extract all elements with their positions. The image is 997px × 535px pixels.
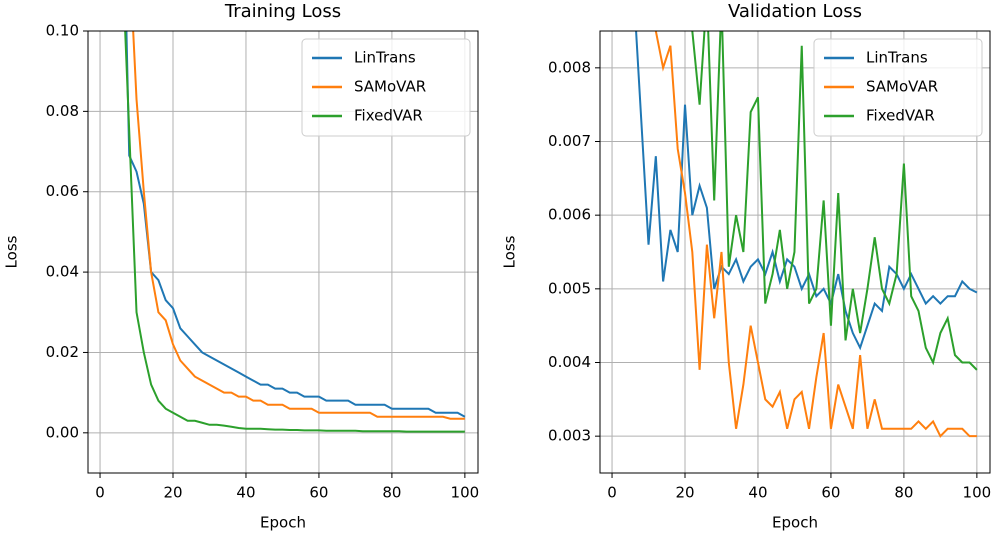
legend-label: SAMoVAR <box>354 78 426 96</box>
y-axis-label: Loss <box>501 235 519 268</box>
y-tick-label: 0.005 <box>548 279 591 297</box>
legend-label: FixedVAR <box>866 107 935 125</box>
x-axis-label: Epoch <box>772 514 818 532</box>
line-series <box>635 31 978 351</box>
x-tick-label: 40 <box>748 484 767 502</box>
y-tick-label: 0.008 <box>548 58 591 76</box>
legend-box <box>301 38 471 137</box>
y-tick-label: 0.006 <box>548 206 591 224</box>
x-tick-label: 20 <box>675 484 694 502</box>
x-tick-label: 80 <box>894 484 913 502</box>
y-tick-label: 0.10 <box>46 22 79 40</box>
y-tick-label: 0.08 <box>46 102 79 120</box>
y-tick-label: 0.06 <box>46 182 79 200</box>
line-series <box>132 31 465 420</box>
x-tick-label: 80 <box>382 484 401 502</box>
legend-label: FixedVAR <box>354 107 423 125</box>
x-tick-label: 40 <box>236 484 255 502</box>
legend-box <box>813 38 983 137</box>
y-tick-label: 0.04 <box>46 263 79 281</box>
legend-label: LinTrans <box>866 49 928 67</box>
plot-area <box>635 31 978 438</box>
x-tick-label: 60 <box>821 484 840 502</box>
x-axis-label: Epoch <box>260 514 306 532</box>
chart-title: Validation Loss <box>728 1 862 22</box>
y-tick-label: 0.02 <box>46 343 79 361</box>
x-tick-label: 0 <box>95 484 105 502</box>
plot-area <box>124 31 466 433</box>
y-tick-label: 0.003 <box>548 427 591 445</box>
line-series <box>654 31 977 438</box>
y-tick-label: 0.007 <box>548 132 591 150</box>
x-tick-label: 100 <box>451 484 480 502</box>
line-series <box>124 31 465 433</box>
x-tick-label: 100 <box>963 484 992 502</box>
legend-label: LinTrans <box>354 49 416 67</box>
line-series <box>125 31 466 418</box>
x-tick-label: 0 <box>607 484 617 502</box>
y-tick-label: 0.004 <box>548 353 591 371</box>
axes-frame <box>87 30 479 474</box>
x-tick-label: 60 <box>309 484 328 502</box>
y-tick-label: 0.00 <box>46 423 79 441</box>
x-tick-label: 20 <box>163 484 182 502</box>
y-axis-label: Loss <box>3 235 21 268</box>
line-series <box>691 31 978 371</box>
chart-title: Training Loss <box>224 1 341 22</box>
axes-frame <box>599 30 991 474</box>
legend-label: SAMoVAR <box>866 78 938 96</box>
